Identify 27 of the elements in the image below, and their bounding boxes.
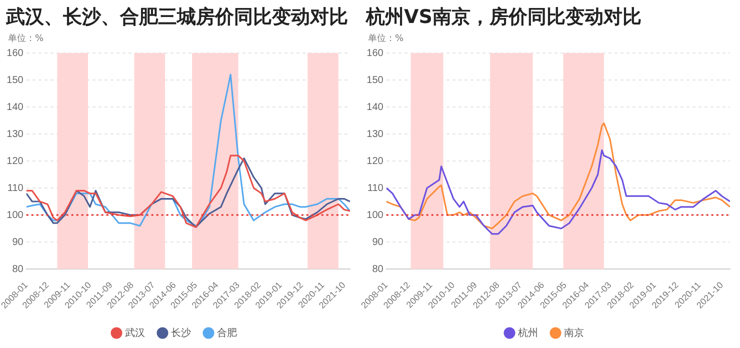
y-tick-label: 160 bbox=[6, 48, 24, 59]
y-tick-label: 90 bbox=[12, 236, 24, 248]
legend-label: 武汉 bbox=[125, 326, 145, 339]
y-tick-label: 80 bbox=[372, 264, 384, 275]
y-tick-label: 150 bbox=[366, 74, 384, 86]
legend-label: 合肥 bbox=[217, 326, 237, 339]
y-tick-label: 150 bbox=[6, 74, 24, 86]
chart-title: 武汉、长沙、合肥三城房价同比变动对比 bbox=[4, 5, 349, 30]
legend-label: 南京 bbox=[564, 326, 584, 339]
legend-label: 杭州 bbox=[517, 326, 538, 339]
y-tick-label: 130 bbox=[366, 128, 384, 140]
y-axis-title: 单位：% bbox=[7, 32, 45, 44]
y-tick-label: 100 bbox=[366, 210, 384, 221]
y-tick-label: 110 bbox=[367, 182, 384, 194]
y-axis-title: 单位：% bbox=[367, 32, 405, 44]
legend-label: 长沙 bbox=[171, 326, 191, 339]
y-tick-label: 160 bbox=[366, 48, 384, 59]
y-tick-label: 120 bbox=[366, 156, 384, 167]
y-tick-label: 110 bbox=[7, 182, 24, 194]
y-tick-label: 120 bbox=[6, 156, 24, 167]
chart-title: 杭州VS南京，房价同比变动对比 bbox=[364, 5, 642, 30]
y-tick-label: 140 bbox=[366, 102, 384, 113]
y-tick-label: 100 bbox=[6, 210, 24, 221]
y-tick-label: 140 bbox=[6, 102, 24, 113]
y-tick-label: 80 bbox=[12, 264, 24, 275]
y-tick-label: 90 bbox=[372, 236, 384, 248]
y-tick-label: 130 bbox=[6, 128, 24, 140]
